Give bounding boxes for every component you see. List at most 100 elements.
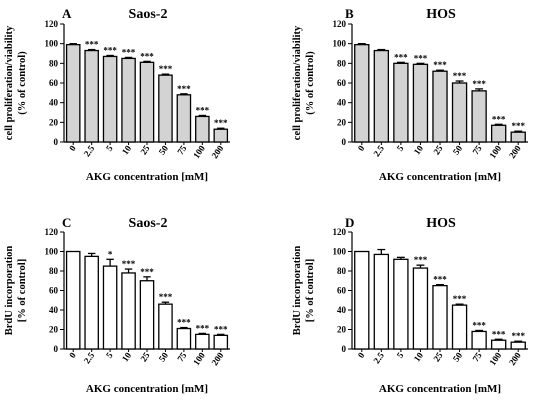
y-axis-label: cell proliferation/viability <box>4 25 15 140</box>
bar <box>451 82 468 143</box>
x-tick-label: 100 <box>191 350 207 367</box>
bar <box>65 250 81 350</box>
y-tick-label: 120 <box>333 227 347 237</box>
x-tick-label: 25 <box>431 350 445 364</box>
x-tick-label: 75 <box>470 143 484 157</box>
bar <box>373 253 390 350</box>
significance-label: *** <box>453 294 467 304</box>
x-tick-label: 100 <box>487 350 503 367</box>
bar <box>373 49 390 143</box>
significance-label: *** <box>85 40 99 50</box>
bar <box>412 63 429 143</box>
significance-label: *** <box>214 324 228 334</box>
bar <box>139 280 155 350</box>
bar <box>213 128 229 143</box>
x-tick-label: 2.5 <box>82 350 97 365</box>
bar <box>102 265 118 350</box>
y-tick-label: 20 <box>49 325 59 335</box>
y-tick-label: 60 <box>337 286 347 296</box>
x-tick-label: 0 <box>356 350 367 360</box>
bar <box>176 94 192 143</box>
panel-letter: C <box>62 215 71 230</box>
x-tick-label: 0 <box>67 143 78 153</box>
x-tick-label: 50 <box>157 350 171 364</box>
x-tick-label: 0 <box>67 350 78 360</box>
bar <box>432 70 448 143</box>
x-tick-label: 50 <box>451 350 465 364</box>
significance-label: *** <box>433 275 447 285</box>
y-tick-label: 100 <box>45 247 59 257</box>
y-tick-label: 80 <box>337 58 347 68</box>
chart-panel-3: C Saos-2 BrdU incorporation [% of control] 0… <box>4 215 230 395</box>
x-tick-label: 200 <box>507 350 523 367</box>
bar <box>195 115 210 143</box>
y-tick-label: 60 <box>49 78 59 88</box>
x-tick-label: 200 <box>507 143 523 160</box>
y-axis-label-units: [% of control] <box>305 259 316 322</box>
y-tick-label: 20 <box>49 117 59 127</box>
significance-label: *** <box>122 47 136 57</box>
bar <box>412 267 429 350</box>
x-tick-label: 75 <box>175 143 189 157</box>
bar <box>139 61 155 143</box>
panel-letter: A <box>62 6 72 21</box>
significance-label: *** <box>140 267 154 277</box>
y-axis-label: BrdU incorporation <box>4 246 15 336</box>
bar <box>490 124 507 143</box>
chart-panel-1: A Saos-2 cell proliferation/viability (% of… <box>4 6 230 183</box>
x-tick-label: 100 <box>191 143 207 160</box>
x-tick-label: 5 <box>395 350 406 360</box>
y-tick-label: 40 <box>337 98 347 108</box>
y-tick-label: 0 <box>342 137 347 147</box>
significance-label: *** <box>472 79 486 89</box>
bar <box>471 90 487 143</box>
y-tick-label: 100 <box>333 247 347 257</box>
y-tick-label: 120 <box>45 227 59 237</box>
bar <box>490 339 507 350</box>
chart-title: HOS <box>426 216 456 231</box>
significance-label: *** <box>492 329 506 339</box>
bar <box>510 131 526 143</box>
x-tick-label: 200 <box>209 143 225 160</box>
x-tick-label: 2.5 <box>82 143 97 158</box>
bar <box>121 272 136 350</box>
y-tick-label: 120 <box>333 19 347 29</box>
y-tick-label: 40 <box>49 98 59 108</box>
bar <box>510 341 526 350</box>
x-tick-label: 5 <box>104 143 115 153</box>
x-tick-label: 5 <box>395 143 406 153</box>
significance-label: *** <box>492 114 506 124</box>
bar <box>121 57 136 143</box>
x-axis-label: AKG concentration [mM] <box>379 171 501 183</box>
significance-label: *** <box>414 53 428 63</box>
bar <box>158 303 173 350</box>
y-tick-label: 0 <box>342 344 347 354</box>
y-tick-label: 40 <box>49 305 59 315</box>
x-tick-label: 50 <box>451 143 465 157</box>
y-tick-label: 80 <box>49 266 59 276</box>
bar <box>471 330 487 350</box>
panel-letter: D <box>345 215 354 230</box>
y-tick-label: 80 <box>337 266 347 276</box>
x-tick-label: 75 <box>175 350 189 364</box>
y-axis-label-units: (% of control) <box>305 51 316 115</box>
significance-label: *** <box>122 259 136 269</box>
y-tick-label: 100 <box>45 39 59 49</box>
x-tick-label: 10 <box>412 143 426 157</box>
bar <box>393 62 409 143</box>
y-tick-label: 20 <box>337 117 347 127</box>
y-tick-label: 100 <box>333 39 347 49</box>
chart-title: Saos-2 <box>129 7 168 22</box>
x-tick-label: 50 <box>157 143 171 157</box>
x-tick-label: 10 <box>120 143 134 157</box>
y-axis-label: BrdU incorporation <box>292 246 303 336</box>
significance-label: *** <box>453 71 467 81</box>
y-tick-label: 20 <box>337 325 347 335</box>
significance-label: *** <box>414 255 428 265</box>
x-axis-label: AKG concentration [mM] <box>86 171 208 183</box>
y-axis-label: cell proliferation/viability <box>292 25 303 140</box>
significance-label: *** <box>140 51 154 61</box>
significance-label: *** <box>214 118 228 128</box>
significance-label: *** <box>394 52 408 62</box>
